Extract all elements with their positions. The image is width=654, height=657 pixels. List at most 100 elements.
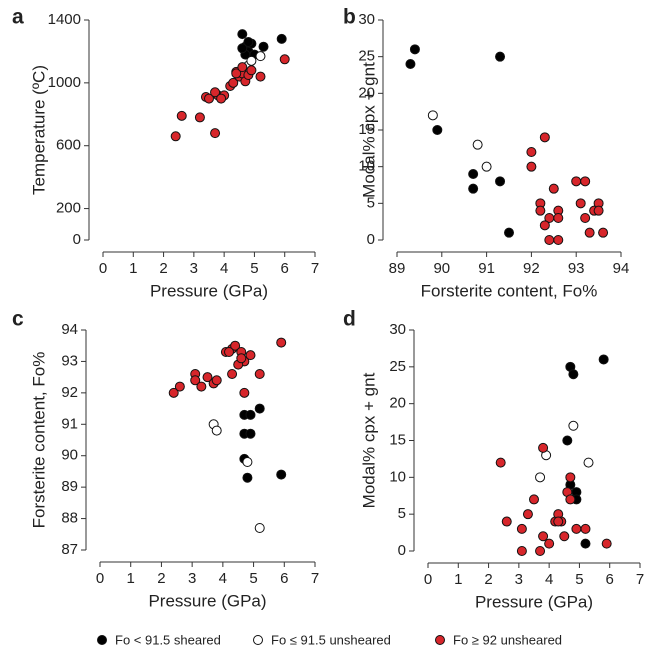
data-point xyxy=(202,372,213,383)
y-axis-title: Modal% cpx + gnt xyxy=(359,372,378,508)
legend-marker xyxy=(97,635,107,645)
data-point xyxy=(204,93,214,104)
data-point xyxy=(405,59,416,69)
y-tick-label: 87 xyxy=(61,541,78,558)
data-point xyxy=(230,340,241,351)
data-point xyxy=(539,132,550,143)
data-point xyxy=(276,469,287,480)
y-tick-label: 10 xyxy=(389,468,406,485)
x-tick-label: 92 xyxy=(523,260,540,277)
data-point xyxy=(472,139,483,150)
x-tick-label: 2 xyxy=(484,571,492,588)
data-point xyxy=(468,169,479,179)
data-point xyxy=(495,51,506,62)
legend-label: Fo ≥ 92 unsheared xyxy=(453,632,562,647)
data-point xyxy=(501,516,512,527)
data-point xyxy=(246,65,257,76)
y-tick-label: 90 xyxy=(61,447,78,464)
x-tick-label: 3 xyxy=(188,570,196,587)
data-point xyxy=(427,110,438,121)
y-tick-label: 10 xyxy=(358,158,375,175)
data-point xyxy=(571,176,582,187)
panel-label: b xyxy=(343,6,356,29)
data-point xyxy=(598,354,609,365)
data-point xyxy=(580,176,591,187)
data-point xyxy=(210,128,221,139)
x-tick-label: 3 xyxy=(190,260,198,277)
data-point xyxy=(168,387,179,398)
data-point xyxy=(516,523,527,534)
x-tick-label: 7 xyxy=(636,571,644,588)
y-axis-title: Forsterite content, Fo% xyxy=(29,352,48,529)
x-axis-title: Pressure (GPa) xyxy=(150,281,268,300)
data-point xyxy=(565,472,576,483)
x-tick-label: 1 xyxy=(127,570,135,587)
data-point xyxy=(216,93,227,104)
data-point xyxy=(276,33,287,44)
data-point xyxy=(242,457,253,467)
y-tick-label: 92 xyxy=(61,384,78,401)
data-point xyxy=(580,538,591,549)
data-point xyxy=(245,428,256,439)
y-tick-label: 15 xyxy=(389,431,406,448)
data-point xyxy=(174,381,185,392)
data-point xyxy=(468,183,479,194)
data-point xyxy=(580,213,591,223)
data-point xyxy=(575,198,586,209)
panel-label: d xyxy=(343,308,356,331)
x-tick-label: 94 xyxy=(613,260,630,277)
data-point xyxy=(237,29,248,40)
data-point xyxy=(255,71,266,82)
legend-marker xyxy=(253,635,263,645)
x-tick-label: 89 xyxy=(389,260,406,277)
data-point xyxy=(571,523,582,534)
data-point xyxy=(170,131,181,142)
data-point xyxy=(210,87,221,98)
data-point xyxy=(481,161,492,172)
data-point xyxy=(584,227,595,238)
data-point xyxy=(495,176,506,187)
x-tick-label: 1 xyxy=(129,260,137,277)
data-point xyxy=(231,68,242,79)
x-tick-label: 4 xyxy=(220,260,228,277)
data-point xyxy=(538,531,549,542)
data-point xyxy=(553,235,564,245)
y-tick-label: 600 xyxy=(56,137,81,154)
x-tick-label: 5 xyxy=(575,571,583,588)
data-point xyxy=(245,350,256,361)
data-point xyxy=(495,457,506,468)
y-tick-label: 15 xyxy=(358,121,375,138)
data-point xyxy=(544,235,555,245)
data-point xyxy=(526,161,537,172)
data-point xyxy=(598,227,609,238)
x-tick-label: 5 xyxy=(249,570,257,587)
data-point xyxy=(279,54,290,65)
x-tick-label: 4 xyxy=(219,570,227,587)
data-point xyxy=(254,369,265,379)
x-tick-label: 0 xyxy=(424,571,432,588)
data-point xyxy=(243,37,254,47)
y-axis-title: Modal% cpx + gnt xyxy=(359,62,378,198)
data-point xyxy=(432,125,443,135)
y-tick-label: 25 xyxy=(358,48,375,65)
x-tick-label: 5 xyxy=(250,260,258,277)
y-tick-label: 1400 xyxy=(48,11,81,28)
x-axis-title: Pressure (GPa) xyxy=(148,591,266,610)
x-tick-label: 6 xyxy=(280,570,288,587)
data-point xyxy=(522,509,533,520)
x-tick-label: 6 xyxy=(281,260,289,277)
data-point xyxy=(254,523,265,533)
y-tick-label: 89 xyxy=(61,478,78,495)
data-point xyxy=(224,347,234,357)
legend-marker xyxy=(435,635,445,645)
data-point xyxy=(194,112,205,123)
data-point xyxy=(562,435,573,446)
data-point xyxy=(228,77,239,88)
data-point xyxy=(535,205,546,216)
y-tick-label: 94 xyxy=(61,321,78,338)
y-tick-label: 88 xyxy=(61,510,78,527)
data-point xyxy=(583,457,594,468)
data-point xyxy=(246,55,257,66)
data-point xyxy=(535,472,546,483)
